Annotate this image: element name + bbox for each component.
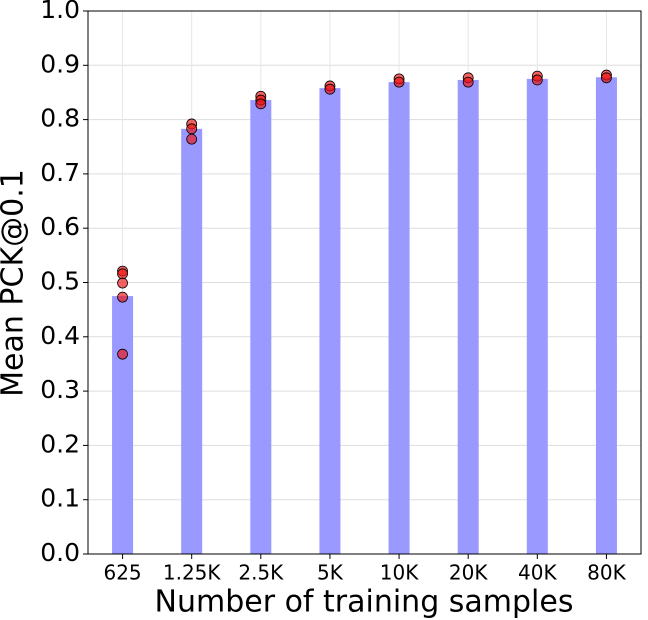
y-axis-title: Mean PCK@0.1 [0,169,31,397]
x-tick-label: 80K [587,561,626,585]
point [186,123,198,135]
y-tick-label: 1.0 [40,0,80,24]
point [117,277,128,289]
y-tick-label: 0.1 [40,484,80,513]
x-tick-label: 5K [317,561,344,585]
x-tick-label: 10K [380,561,419,585]
y-tick-label: 0.5 [40,267,80,296]
bar [526,78,548,554]
x-tick-label: 20K [449,561,488,585]
point [393,76,405,88]
plot-frame [87,10,642,555]
x-tick-label: 1.25K [163,561,222,585]
y-tick-label: 0.4 [40,321,80,350]
point [462,76,474,88]
x-axis-title: Number of training samples [155,585,574,620]
point [601,72,612,84]
point [531,74,543,86]
bar [595,77,617,554]
point [117,268,128,280]
x-tick-label: 2.5K [238,561,284,585]
bar [112,296,134,554]
bar [388,82,410,555]
y-tick-label: 0.9 [40,49,80,78]
x-tick-label: 40K [518,561,557,585]
point [324,83,336,95]
y-tick-label: 0.3 [40,375,80,404]
x-tick-label: 625 [103,561,141,585]
point [255,98,267,110]
bar [181,128,203,554]
bar [457,79,479,554]
point [117,348,128,360]
y-tick-label: 0.0 [40,538,80,567]
point [117,291,128,303]
point [186,133,198,145]
y-tick-label: 0.2 [40,429,80,458]
y-tick-label: 0.7 [40,158,80,187]
bar [319,88,341,554]
y-tick-label: 0.6 [40,212,80,241]
bar [250,100,272,554]
y-tick-label: 0.8 [40,104,80,133]
